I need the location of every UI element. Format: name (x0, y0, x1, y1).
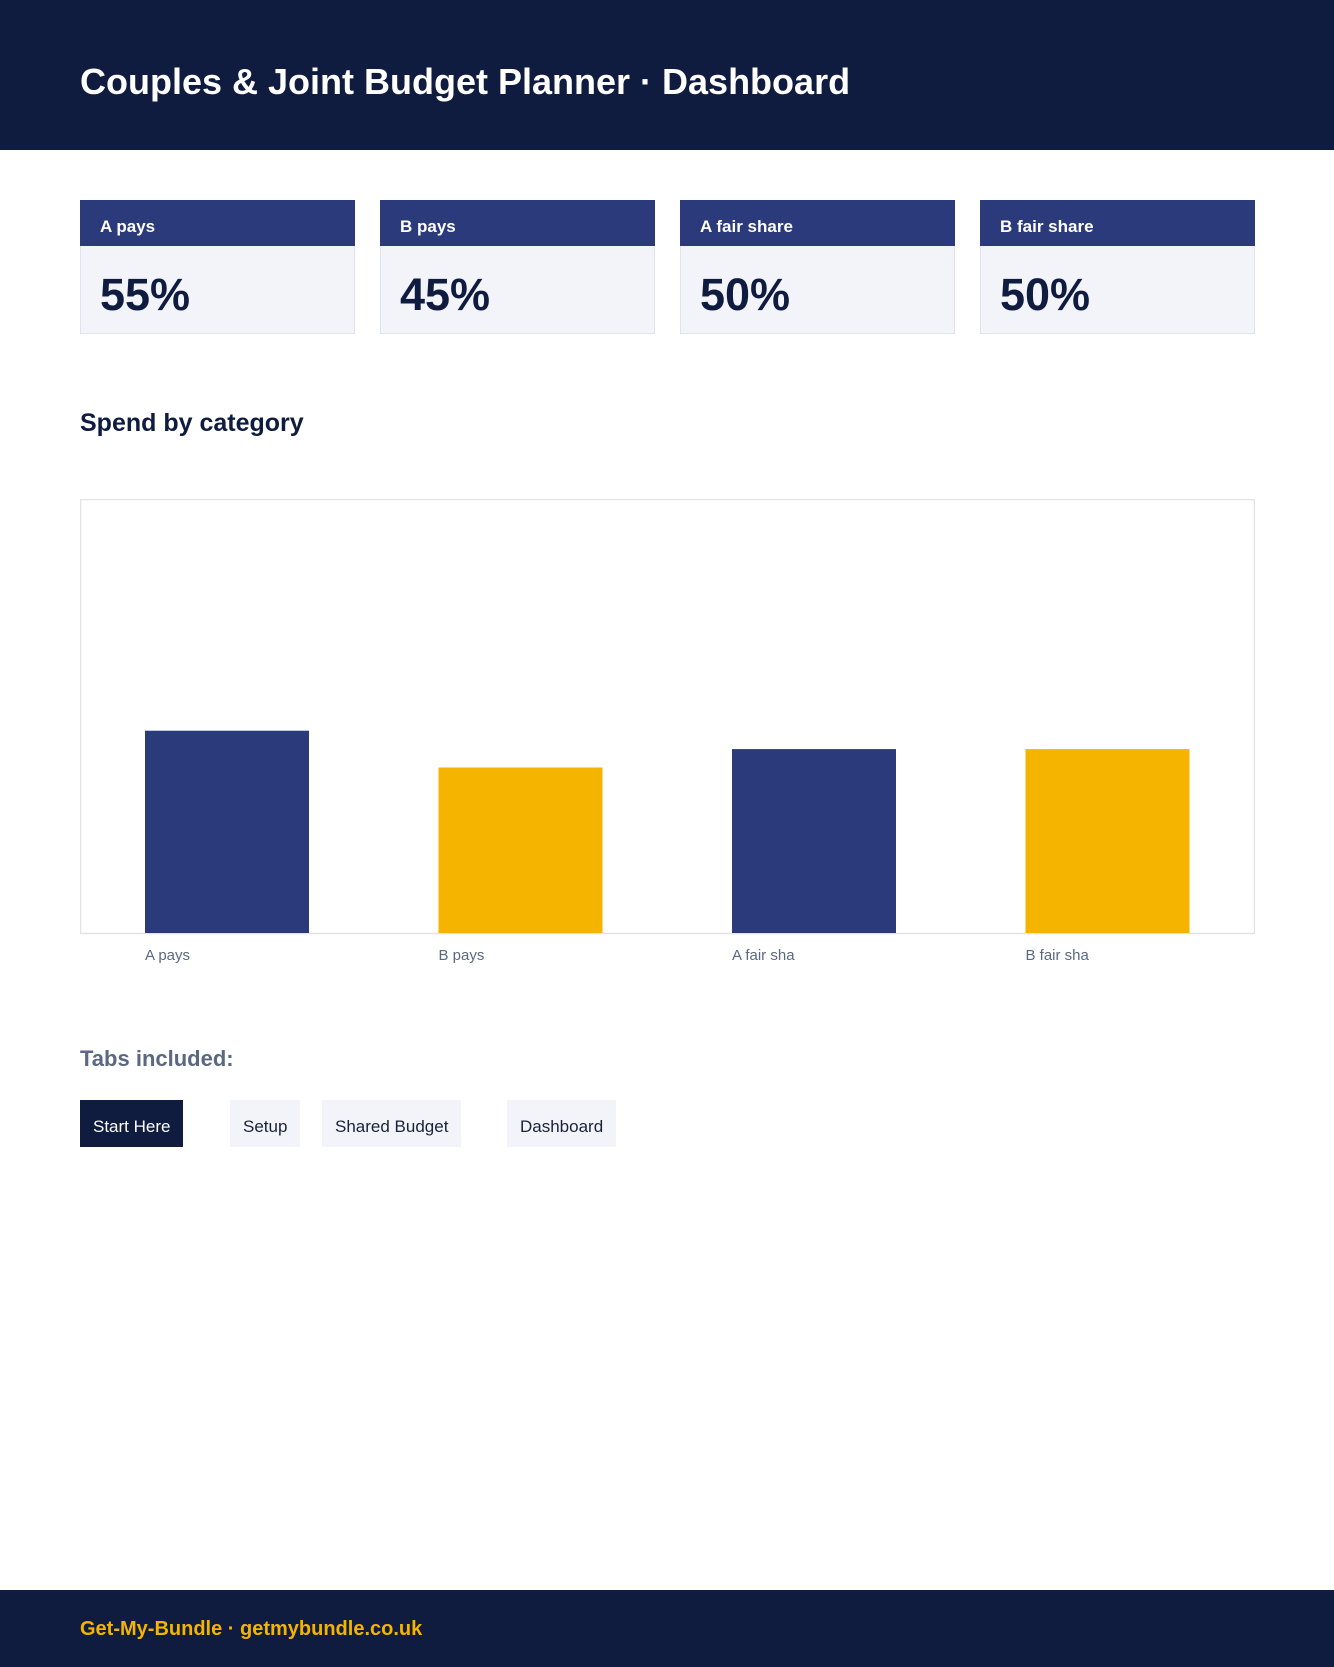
card-value: 45% (380, 246, 655, 334)
card-label: A pays (80, 200, 355, 246)
spend-chart: A pays B pays A fair sha B fair sha (80, 499, 1255, 969)
card-value: 55% (80, 246, 355, 334)
card-a-fair-share: A fair share 50% (680, 200, 955, 334)
chart-tick-label: B fair sha (1026, 947, 1090, 964)
card-label: B fair share (980, 200, 1255, 246)
page-header: Couples & Joint Budget Planner · Dashboa… (0, 0, 1334, 150)
footer-brand-link[interactable]: Get-My-Bundle · getmybundle.co.uk (80, 1618, 423, 1640)
tab-start-here[interactable]: Start Here (80, 1100, 184, 1147)
tab-setup[interactable]: Setup (230, 1100, 301, 1147)
card-a-pays: A pays 55% (80, 200, 355, 334)
page-title: Couples & Joint Budget Planner · Dashboa… (80, 61, 851, 102)
tab-shared-budget[interactable]: Shared Budget (322, 1100, 462, 1147)
card-value: 50% (680, 246, 955, 334)
chart-bar (732, 749, 896, 933)
chart-tick-label: A fair sha (732, 947, 795, 964)
summary-cards: A pays 55% B pays 45% A fair share 50% B… (80, 200, 1256, 334)
chart-bar (145, 730, 309, 933)
chart-tick-label: A pays (145, 947, 190, 964)
card-label: B pays (380, 200, 655, 246)
card-b-fair-share: B fair share 50% (980, 200, 1255, 334)
chart-bar (438, 767, 603, 933)
chart-section-title: Spend by category (80, 409, 304, 437)
card-b-pays: B pays 45% (380, 200, 655, 334)
card-label: A fair share (680, 200, 955, 246)
tabs-included-title: Tabs included: (80, 1046, 234, 1071)
chart-svg: A pays B pays A fair sha B fair sha (80, 499, 1255, 964)
chart-bar (1025, 749, 1190, 933)
card-value: 50% (980, 246, 1255, 334)
chart-tick-label: B pays (439, 947, 485, 964)
chart-frame (80, 499, 1255, 935)
page-footer: Get-My-Bundle · getmybundle.co.uk (0, 1590, 1334, 1667)
tab-dashboard[interactable]: Dashboard (507, 1100, 617, 1147)
